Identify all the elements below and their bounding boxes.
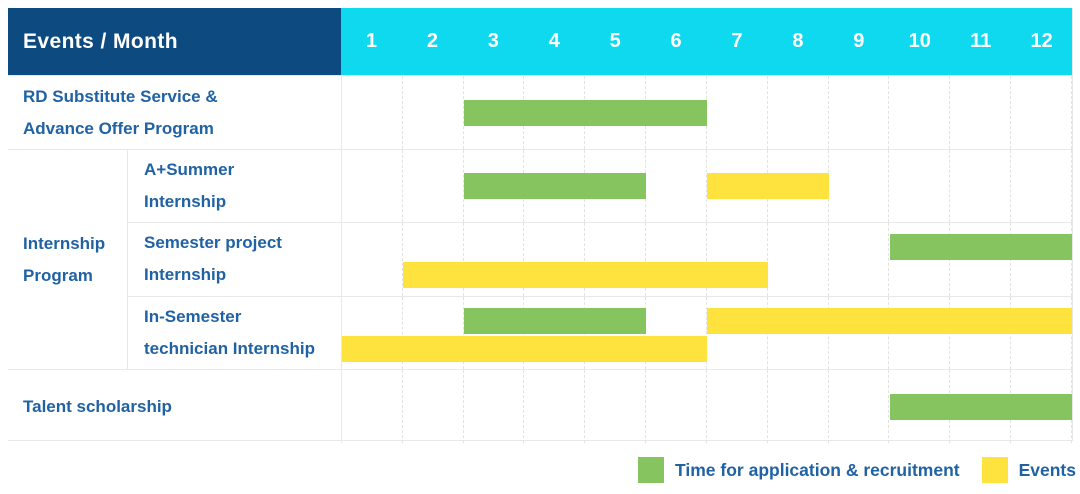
month-column	[403, 76, 464, 149]
month-column	[950, 150, 1012, 223]
month-column	[646, 223, 707, 296]
month-column	[829, 150, 890, 223]
legend-swatch-event	[981, 457, 1008, 483]
month-label: 9	[853, 30, 865, 52]
legend-label: Time for application & recruitment	[675, 459, 960, 480]
gantt-bar-area	[341, 76, 1072, 149]
corner-header: Events / Month	[8, 8, 341, 75]
gantt-bar-application	[463, 99, 707, 126]
month-label: 12	[1030, 30, 1053, 52]
gantt-bar-application	[889, 234, 1072, 261]
month-header-cells: 1 2 3 4 5 6 7 8 9 10 11 12	[341, 8, 1072, 75]
gantt-bar-application	[463, 173, 647, 200]
legend: Time for application & recruitment Events	[638, 457, 1076, 483]
gantt-bar-event	[342, 335, 707, 362]
month-column	[342, 150, 403, 223]
month-column	[1011, 76, 1072, 149]
gantt-row: Talent scholarship	[8, 369, 1072, 443]
month-column	[889, 150, 951, 223]
label-line: Internship	[23, 233, 106, 253]
month-column	[585, 223, 647, 296]
gantt-bar-area	[341, 150, 1072, 223]
row-label: In-Semester technician Internship	[127, 296, 341, 369]
month-column	[768, 76, 829, 149]
month-column	[707, 76, 768, 149]
month-label: 5	[609, 30, 621, 52]
month-column	[889, 76, 951, 149]
gantt-group-row: Internship Program A+Summer Internship Semes…	[8, 149, 1072, 369]
label-line: In-Semester	[144, 306, 242, 326]
gantt-row: Semester project Internship	[127, 222, 1072, 296]
label-line: Semester project	[144, 233, 282, 253]
gantt-bar-application	[889, 393, 1072, 420]
gantt-bar-area	[341, 370, 1072, 443]
month-column	[342, 296, 403, 369]
gantt-bar-area	[341, 296, 1072, 369]
month-label: 3	[487, 30, 499, 52]
month-column	[524, 370, 586, 443]
row-label: Talent scholarship	[8, 370, 341, 443]
gantt-row: In-Semester technician Internship	[127, 295, 1072, 369]
month-column	[707, 223, 768, 296]
gantt-row: RD Substitute Service & Advance Offer Pro…	[8, 75, 1072, 149]
month-label: 8	[792, 30, 804, 52]
month-column	[342, 223, 403, 296]
month-column	[829, 223, 890, 296]
month-column	[342, 76, 403, 149]
label-line: A+Summer	[144, 160, 235, 180]
month-column	[646, 150, 707, 223]
month-column	[829, 76, 890, 149]
legend-item-application: Time for application & recruitment	[638, 457, 960, 483]
month-column	[829, 370, 890, 443]
table-header-row: Events / Month 1 2 3 4 5 6 7 8 9 10 11 12	[8, 8, 1072, 75]
label-line: RD Substitute Service &	[23, 86, 218, 106]
legend-label: Events	[1018, 459, 1076, 480]
gantt-bar-event	[707, 173, 829, 200]
label-line: Talent scholarship	[23, 396, 172, 416]
month-column	[464, 223, 525, 296]
month-label: 1	[365, 30, 378, 52]
month-column	[403, 370, 464, 443]
month-column	[646, 370, 707, 443]
group-label: Internship Program	[8, 150, 127, 369]
month-column	[950, 76, 1012, 149]
month-column	[403, 223, 464, 296]
gantt-bar-event	[402, 262, 768, 289]
month-column	[1011, 150, 1072, 223]
month-column	[646, 296, 707, 369]
label-line: technician Internship	[144, 338, 315, 358]
gantt-bar-event	[707, 307, 1072, 334]
gantt-body: RD Substitute Service & Advance Offer Pro…	[8, 75, 1072, 443]
label-line: Advance Offer Program	[23, 118, 214, 138]
month-column	[768, 223, 829, 296]
month-column	[585, 370, 647, 443]
month-label: 10	[908, 30, 931, 52]
month-column	[403, 296, 464, 369]
month-column	[707, 370, 768, 443]
month-label: 7	[731, 30, 743, 52]
month-label: 6	[670, 30, 682, 52]
legend-swatch-application	[638, 457, 665, 483]
row-label: A+Summer Internship	[127, 150, 341, 223]
month-label: 2	[426, 30, 438, 52]
gantt-row: A+Summer Internship	[127, 150, 1072, 223]
label-line: Program	[23, 265, 93, 285]
month-label: 11	[970, 30, 992, 52]
month-label: 4	[548, 30, 560, 52]
row-label: RD Substitute Service & Advance Offer Pro…	[8, 76, 341, 149]
events-month-table: Events / Month 1 2 3 4 5 6 7 8 9 10 11 12 RD Substi…	[8, 8, 1073, 443]
legend-item-event: Events	[981, 457, 1076, 483]
gantt-bar-area	[341, 223, 1072, 296]
label-line: Internship	[144, 265, 227, 285]
month-column	[464, 370, 525, 443]
label-line: Internship	[144, 192, 227, 212]
group-sub-rows: A+Summer Internship Semester project Intern…	[127, 150, 1072, 369]
month-column	[403, 150, 464, 223]
month-column	[524, 223, 586, 296]
gantt-bar-application	[463, 307, 647, 334]
month-column	[768, 370, 829, 443]
row-label: Semester project Internship	[127, 223, 341, 296]
month-column	[342, 370, 403, 443]
